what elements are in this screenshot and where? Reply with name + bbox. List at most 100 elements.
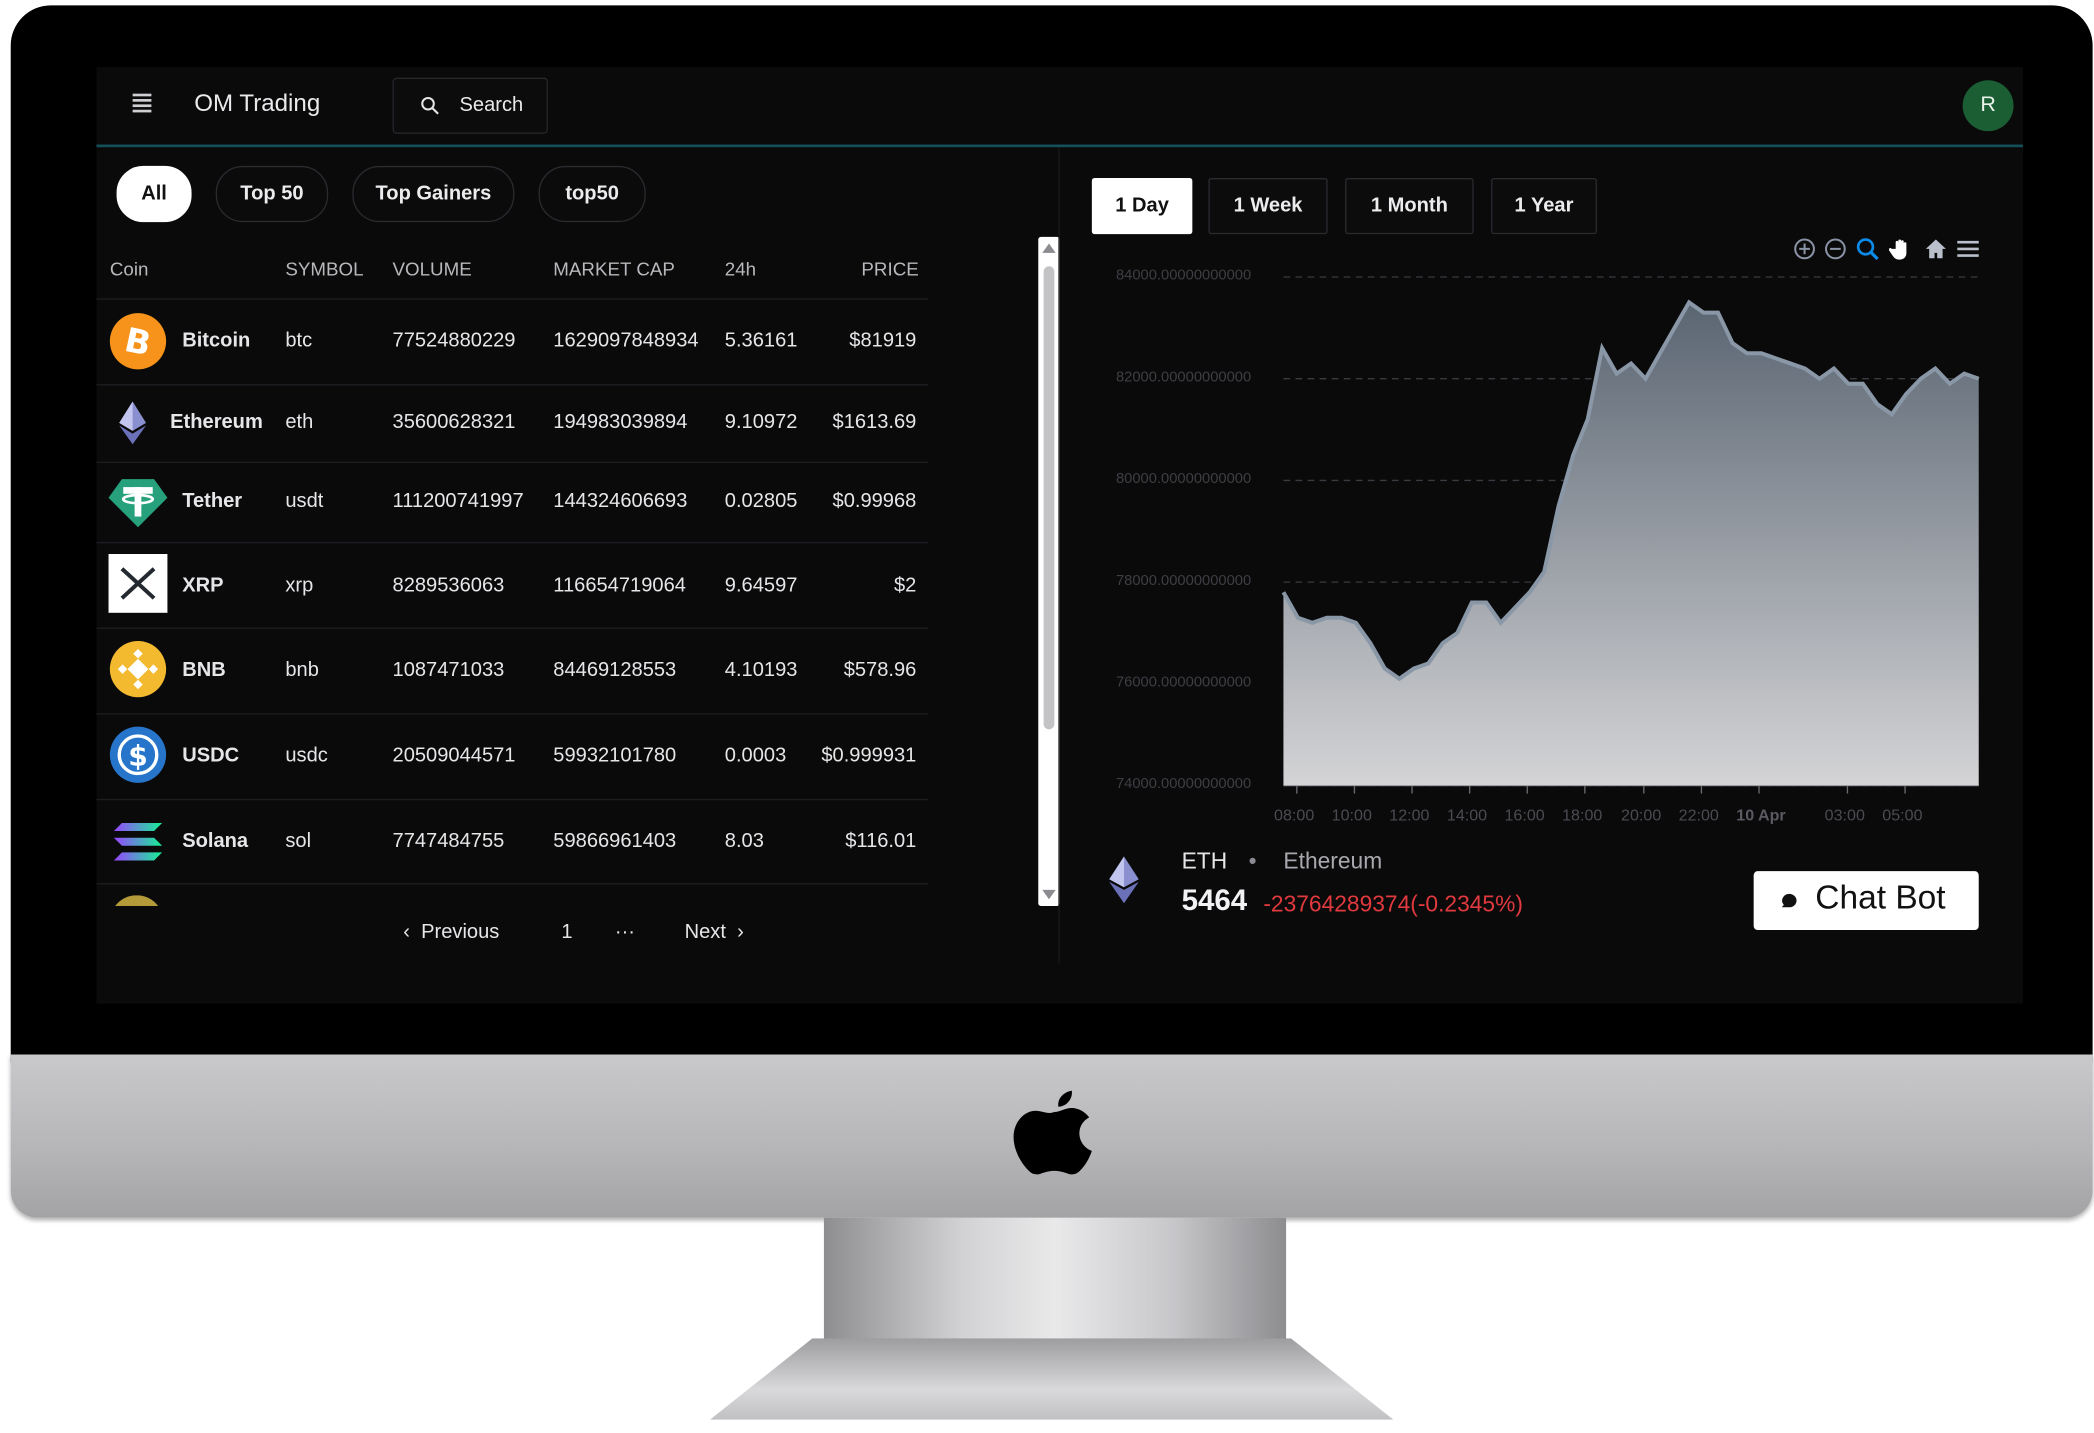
pan-hand-icon[interactable] [1888, 237, 1913, 261]
table-scrollbar[interactable] [1038, 236, 1060, 906]
coin-volume: 111200741997 [392, 489, 524, 513]
usdc-icon: $ [109, 726, 167, 783]
coin-name: Solana [182, 829, 249, 853]
user-avatar[interactable]: R [1962, 80, 2014, 132]
chat-bot-label: Chat Bot [1815, 879, 1946, 917]
next-row-peek [109, 895, 164, 906]
y-tick-label: 76000.00000000000 [1115, 674, 1252, 691]
zoom-in-icon[interactable] [1793, 237, 1817, 261]
top-bar: OM Trading Search R [96, 67, 2023, 148]
coin-price: $116.01 [845, 829, 917, 853]
y-tick-label: 74000.00000000000 [1115, 776, 1252, 793]
hamburger-menu-icon[interactable] [132, 93, 152, 113]
tether-icon [108, 479, 168, 528]
pagination-previous[interactable]: ‹ Previous [403, 921, 499, 944]
coin-volume: 8289536063 [392, 574, 505, 597]
range-1-day[interactable]: 1 Day [1091, 177, 1193, 235]
asset-change: -23764289374(-0.2345%) [1263, 891, 1523, 917]
filter-all[interactable]: All [116, 165, 192, 223]
zoom-out-icon[interactable] [1823, 237, 1847, 261]
coin-volume: 20509044571 [392, 744, 516, 767]
x-tick-label: 18:00 [1562, 805, 1603, 825]
header-24h[interactable]: 24h [724, 258, 757, 280]
pagination-page[interactable]: 1 [561, 920, 573, 944]
header-price[interactable]: PRICE [861, 258, 919, 280]
previous-label: Previous [421, 920, 500, 944]
table-row[interactable]: XRP xrp 8289536063 116654719064 9.64597 … [96, 543, 929, 629]
coin-change-24h: 9.10972 [724, 410, 798, 434]
coin-change-24h: 8.03 [724, 829, 764, 853]
coin-symbol: usdc [285, 744, 328, 767]
scroll-down-icon[interactable] [1042, 889, 1056, 900]
table-row[interactable]: BNB bnb 1087471033 84469128553 4.10193 $… [96, 629, 929, 715]
filter-top-gainers[interactable]: Top Gainers [352, 165, 515, 223]
asset-separator: • [1248, 848, 1257, 874]
zoom-select-icon[interactable] [1855, 237, 1879, 261]
scrollbar-thumb[interactable] [1043, 266, 1055, 730]
table-row[interactable]: B Bitcoin btc 77524880229 1629097848934 … [96, 300, 929, 386]
bitcoin-icon: B [109, 313, 167, 370]
chat-bot-button[interactable]: Chat Bot [1753, 871, 1979, 931]
header-market-cap[interactable]: MARKET CAP [553, 258, 675, 280]
filter-top-50[interactable]: Top 50 [215, 165, 329, 223]
pagination-next[interactable]: Next › [685, 921, 744, 944]
header-symbol[interactable]: SYMBOL [285, 258, 364, 280]
pagination-ellipsis[interactable]: ··· [614, 920, 636, 944]
monitor-neck [823, 1217, 1287, 1341]
price-chart[interactable] [96, 67, 2022, 1004]
asset-symbol: ETH [1181, 848, 1228, 874]
x-tick-label: 12:00 [1389, 805, 1430, 825]
table-row[interactable]: Solana sol 7747484755 59866961403 8.03 $… [96, 800, 929, 885]
solana-icon [113, 822, 163, 861]
y-tick-label: 78000.00000000000 [1115, 572, 1252, 589]
coin-name: Ethereum [170, 410, 263, 434]
range-1-week[interactable]: 1 Week [1208, 177, 1328, 235]
coin-market-cap: 144324606693 [553, 489, 688, 513]
svg-text:$: $ [128, 739, 148, 772]
coin-name: XRP [182, 574, 224, 597]
search-button[interactable]: Search [392, 77, 548, 134]
coin-volume: 77524880229 [392, 329, 516, 352]
header-divider [96, 298, 929, 300]
x-tick-label: 03:00 [1824, 805, 1865, 825]
chevron-right-icon: › [725, 920, 744, 944]
x-tick-label: 05:00 [1882, 805, 1923, 825]
coin-price: $1613.69 [832, 410, 917, 434]
chart-menu-icon[interactable] [1956, 237, 1980, 261]
app-title: OM Trading [194, 89, 321, 117]
coin-symbol: sol [285, 829, 312, 853]
reset-home-icon[interactable] [1924, 237, 1948, 261]
coin-price: $0.99968 [832, 489, 917, 513]
app-screen: OM Trading Search R All Top 50 Top Gaine… [96, 66, 2023, 1004]
table-row[interactable]: $ USDC usdc 20509044571 59932101780 0.00… [96, 715, 929, 801]
chart-line [1281, 299, 1980, 682]
range-1-year[interactable]: 1 Year [1491, 177, 1597, 235]
panel-divider [1058, 147, 1060, 964]
coin-change-24h: 0.0003 [724, 744, 787, 767]
search-label: Search [459, 93, 524, 117]
y-tick-label: 84000.00000000000 [1115, 267, 1252, 284]
table-row[interactable]: Tether usdt 111200741997 144324606693 0.… [96, 463, 929, 544]
table-row[interactable]: Ethereum eth 35600628321 194983039894 9.… [96, 385, 929, 464]
header-volume[interactable]: VOLUME [392, 258, 472, 280]
coin-symbol: xrp [285, 574, 314, 597]
coin-symbol: eth [285, 410, 314, 434]
coin-market-cap: 1629097848934 [553, 329, 699, 352]
coin-volume: 35600628321 [392, 410, 516, 434]
x-tick-label: 16:00 [1504, 805, 1545, 825]
coin-change-24h: 4.10193 [724, 658, 798, 682]
x-tick-label: 08:00 [1274, 805, 1315, 825]
filter-top50[interactable]: top50 [538, 165, 646, 223]
search-icon [421, 96, 439, 115]
chat-bubble-icon [1781, 893, 1797, 908]
monitor-foot [710, 1338, 1394, 1420]
xrp-icon [108, 554, 168, 613]
range-1-month[interactable]: 1 Month [1345, 177, 1474, 235]
coin-change-24h: 5.36161 [724, 329, 798, 352]
coin-market-cap: 116654719064 [553, 574, 686, 597]
y-tick-label: 82000.00000000000 [1115, 369, 1252, 386]
coin-price: $81919 [849, 329, 917, 352]
coin-market-cap: 194983039894 [553, 410, 688, 434]
header-coin[interactable]: Coin [109, 258, 149, 280]
scroll-up-icon[interactable] [1042, 243, 1056, 253]
